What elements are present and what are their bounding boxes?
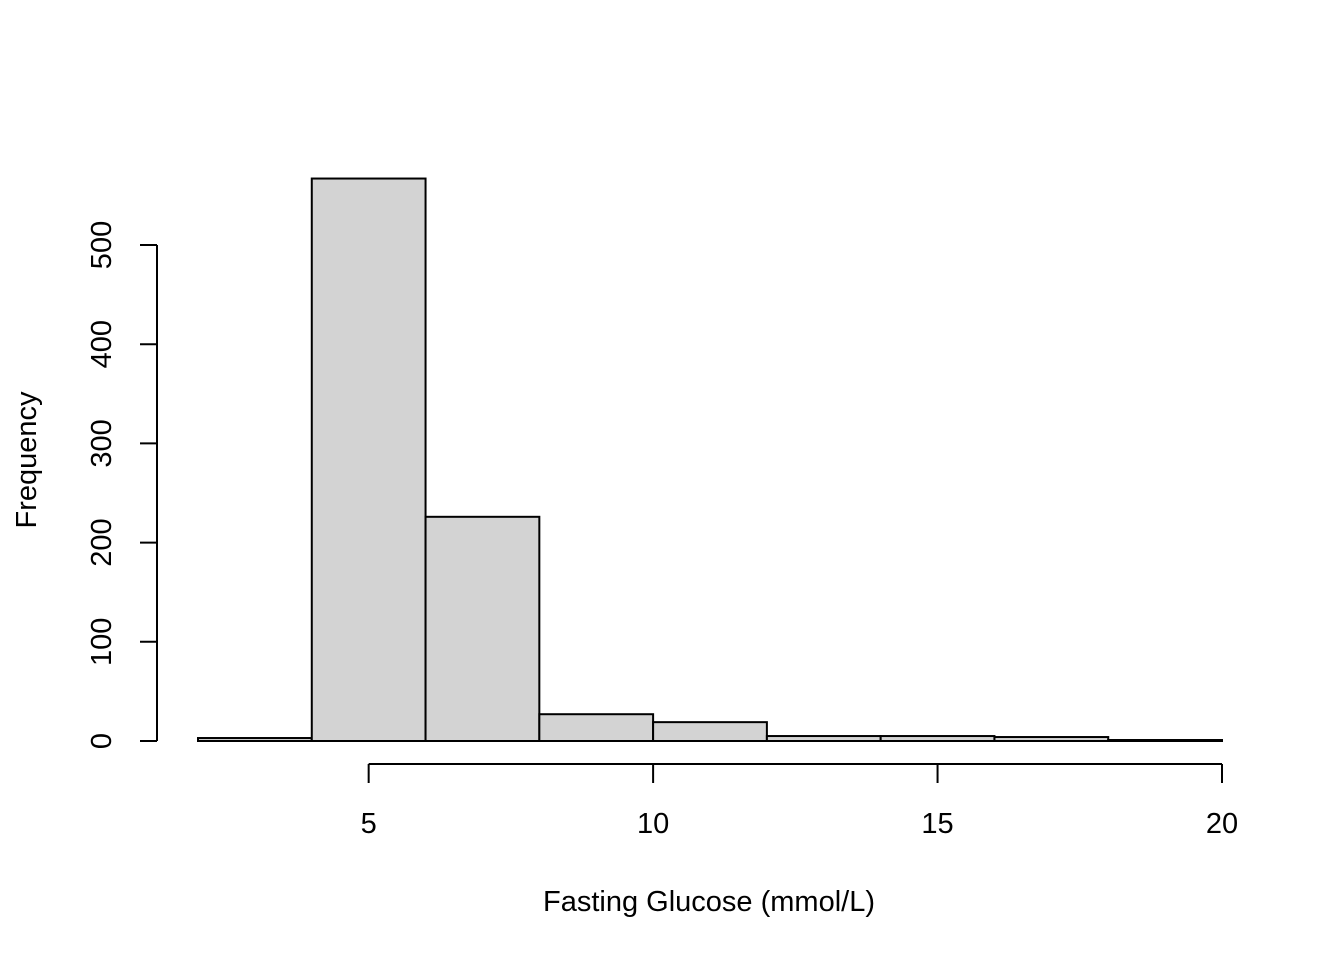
x-tick-label-2: 15 <box>921 808 953 840</box>
histogram-bar-6 <box>879 735 996 742</box>
histogram-bar-2 <box>424 515 541 742</box>
x-axis: 5 10 15 20 <box>361 763 1238 840</box>
y-tick-label-3: 300 <box>86 419 118 467</box>
x-tick-label-1: 10 <box>637 808 669 840</box>
bars-group <box>197 177 1223 743</box>
x-tick-label-0: 5 <box>361 808 377 840</box>
histogram-bar-0 <box>197 737 313 742</box>
y-tick-label-4: 400 <box>86 320 118 368</box>
histogram-bar-8 <box>1107 739 1223 742</box>
x-axis-title: Fasting Glucose (mmol/L) <box>543 886 875 918</box>
x-tick-label-3: 20 <box>1206 808 1238 840</box>
histogram-bar-3 <box>538 713 655 743</box>
y-tick-label-2: 200 <box>86 518 118 566</box>
y-axis-title: Frequency <box>11 391 43 529</box>
histogram-bar-4 <box>652 721 768 742</box>
y-tick-label-5: 500 <box>86 221 118 269</box>
y-tick-label-1: 100 <box>86 618 118 666</box>
histogram-bar-7 <box>993 736 1110 742</box>
y-axis: 0 100 200 300 400 500 <box>86 221 158 749</box>
y-tick-label-0: 0 <box>86 733 118 749</box>
histogram-bar-5 <box>765 735 882 742</box>
histogram-bar-1 <box>310 177 427 742</box>
